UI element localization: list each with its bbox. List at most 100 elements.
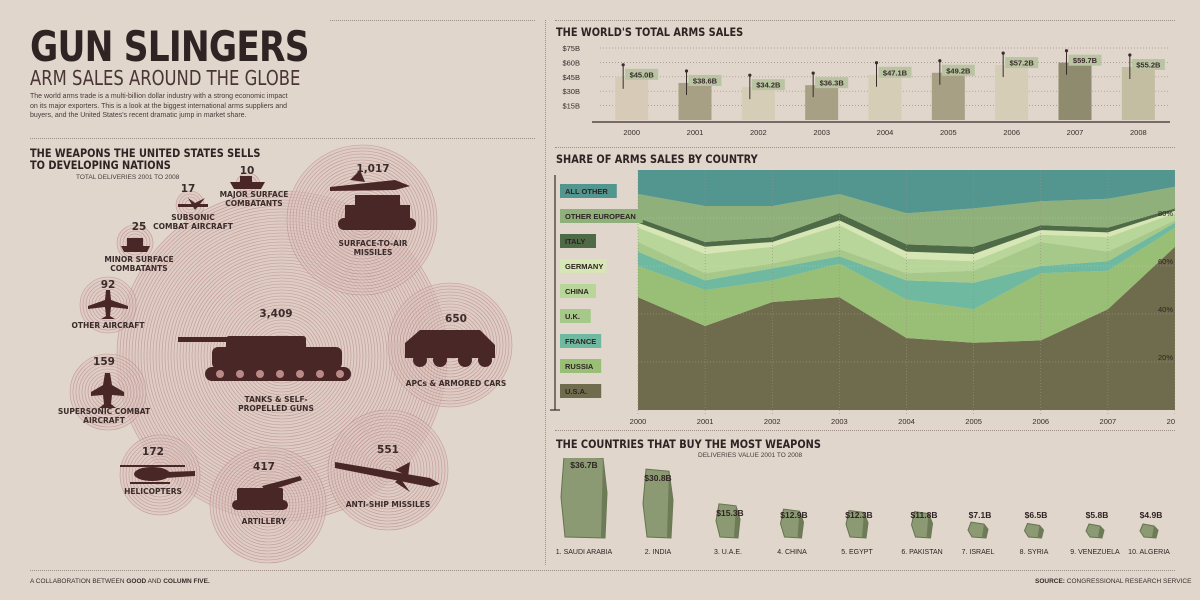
legend-label: ITALY xyxy=(565,237,585,246)
bar-marker-dot xyxy=(874,61,879,65)
weapons-subheading: TOTAL DELIVERIES 2001 TO 2008 xyxy=(76,174,180,181)
category-label: 9. VENEZUELA xyxy=(1070,549,1120,556)
x-tick-label: 2003 xyxy=(813,128,830,137)
category-label: 1. SAUDI ARABIA xyxy=(556,549,613,556)
data-label: $15.3B xyxy=(716,508,743,518)
data-label: $36.7B xyxy=(570,460,597,470)
data-label-bg xyxy=(1005,57,1039,69)
weapon-count: 159 xyxy=(93,356,115,368)
area-series xyxy=(638,246,1175,410)
buyer-bar-shade xyxy=(734,505,740,538)
buyer-bar xyxy=(560,458,608,539)
bar xyxy=(805,85,839,120)
bar-marker-dot xyxy=(811,71,815,75)
airplane-icon xyxy=(88,290,128,319)
weapons-heading-1: THE WEAPONS THE UNITED STATES SELLS xyxy=(30,146,261,160)
weapon-count: 1,017 xyxy=(356,163,390,175)
legend-swatch xyxy=(560,359,602,373)
weapon-label: MINOR SURFACE COMBATANTS xyxy=(104,255,174,273)
footer-and: AND xyxy=(146,578,164,585)
bar-marker-dot xyxy=(1128,53,1132,57)
subsonic-jet-icon xyxy=(178,198,208,210)
data-label: $12.9B xyxy=(780,510,807,520)
data-label: $36.3B xyxy=(820,79,845,88)
bar-marker-dot xyxy=(938,59,942,63)
data-label: $7.1B xyxy=(969,510,992,520)
legend-label: OTHER EUROPEAN xyxy=(565,212,636,221)
x-tick-label: 2007 xyxy=(1100,417,1117,426)
data-label: $6.5B xyxy=(1025,510,1048,520)
divider xyxy=(30,138,535,139)
data-label: $47.1B xyxy=(883,68,908,77)
weapon-label: SURFACE-TO-AIR MISSILES xyxy=(338,239,408,257)
weapon-count: 172 xyxy=(142,446,164,458)
divider xyxy=(555,20,1175,21)
legend-label: FRANCE xyxy=(565,337,596,346)
x-tick-label: 2006 xyxy=(1003,128,1020,137)
legend-swatch xyxy=(560,184,617,198)
buyers-chart: $36.7B 1. SAUDI ARABIA $30.8B 2. INDIA $15.3… xyxy=(556,458,1170,556)
divider xyxy=(545,20,546,565)
category-label: 4. CHINA xyxy=(777,549,807,556)
x-tick-label: 2000 xyxy=(623,128,640,137)
x-tick-label: 2001 xyxy=(687,128,704,137)
weapon-count: 25 xyxy=(131,221,147,233)
bar xyxy=(1121,67,1155,120)
footer-source: SOURCE: CONGRESSIONAL RESEARCH SERVICE xyxy=(1035,578,1191,585)
jet-icon xyxy=(91,373,124,408)
data-label: $11.8B xyxy=(911,510,938,520)
legend-swatch xyxy=(560,259,607,273)
y-tick-label: $45B xyxy=(562,73,580,82)
data-label: $4.9B xyxy=(1140,510,1163,520)
divider xyxy=(555,430,1175,431)
weapon-count: 417 xyxy=(253,461,275,473)
y-tick-label: 20% xyxy=(1158,353,1173,362)
weapon-label: SUBSONIC COMBAT AIRCRAFT xyxy=(153,213,233,231)
footer-column-five: COLUMN FIVE. xyxy=(163,578,210,585)
data-label-bg xyxy=(1068,54,1102,66)
armored-car-icon xyxy=(405,330,495,367)
y-tick-label: $15B xyxy=(562,102,580,111)
bar xyxy=(1058,62,1092,120)
helicopter-icon xyxy=(120,465,195,484)
data-label-bg xyxy=(751,79,785,91)
buyer-bar-shade xyxy=(1037,525,1044,538)
data-label: $59.7B xyxy=(1073,56,1098,65)
x-tick-label: 2005 xyxy=(940,128,957,137)
weapon-label: ARTILLERY xyxy=(241,517,287,526)
footer-good: GOOD xyxy=(126,578,147,585)
y-tick-label: 40% xyxy=(1158,305,1173,314)
bar-marker-dot xyxy=(621,63,625,67)
arms-sales-heading: THE WORLD'S TOTAL ARMS SALES xyxy=(556,25,744,39)
anti-ship-missile-icon xyxy=(335,462,440,492)
share-area-chart: 20% 40% 60% 80% 2000 2001 2002 2003 2004 2005 2006… xyxy=(550,170,1175,426)
artillery-icon xyxy=(232,476,302,510)
bar xyxy=(615,76,649,120)
data-label-bg xyxy=(878,66,912,78)
weapon-label: HELICOPTERS xyxy=(124,487,182,496)
legend-swatch xyxy=(560,284,596,298)
footer-source-text: CONGRESSIONAL RESEARCH SERVICE xyxy=(1064,578,1192,585)
x-tick-label: 2002 xyxy=(764,417,781,426)
boat-icon xyxy=(121,238,150,252)
weapon-count: 650 xyxy=(445,313,467,325)
data-label: $30.8B xyxy=(644,473,671,483)
data-label: $49.2B xyxy=(946,66,971,75)
legend-swatch xyxy=(560,384,602,398)
category-label: 5. EGYPT xyxy=(841,549,873,556)
x-tick-label: 2007 xyxy=(1067,128,1084,137)
page-subtitle: ARM SALES AROUND THE GLOBE xyxy=(30,66,301,90)
warship-icon xyxy=(230,176,265,189)
buyer-bar-shade xyxy=(797,511,804,538)
buyer-bar-shade xyxy=(862,512,868,538)
bar xyxy=(931,72,965,120)
weapon-label: MAJOR SURFACE COMBATANTS xyxy=(219,190,289,208)
data-label-bg xyxy=(941,64,975,76)
weapon-label: ANTI-SHIP MISSILES xyxy=(345,500,431,509)
category-label: 8. SYRIA xyxy=(1020,549,1049,556)
legend-label: RUSSIA xyxy=(565,362,594,371)
category-label: 6. PAKISTAN xyxy=(901,549,942,556)
page-title: GUN SLINGERS xyxy=(30,22,310,71)
y-tick-label: 80% xyxy=(1158,209,1173,218)
legend-label: GERMANY xyxy=(565,262,603,271)
